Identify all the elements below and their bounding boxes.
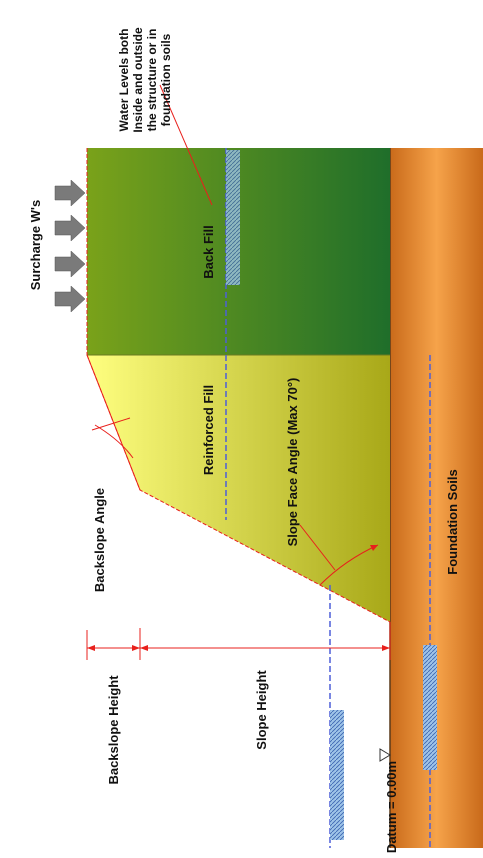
slope-face-angle-leader <box>299 524 336 571</box>
water-hatch-foundation <box>423 645 437 770</box>
water-hatch-outside <box>330 710 344 840</box>
datum-label: Datum = 0.00m <box>384 761 399 853</box>
datum-triangle-icon <box>379 748 391 762</box>
water-levels-line-3: the structure or in <box>145 29 159 132</box>
slope-height-label: Slope Height <box>254 670 269 750</box>
water-levels-line-4: foundation soils <box>159 33 173 126</box>
surcharge-arrows <box>54 179 86 313</box>
dimension-arrowheads <box>87 645 390 651</box>
surcharge-label: Surcharge W's <box>28 200 43 291</box>
reinforced-fill-label: Reinforced Fill <box>201 385 216 475</box>
backslope-angle-ref-line <box>86 354 141 491</box>
surcharge-arrow-3 <box>54 250 86 278</box>
water-levels-leader <box>159 84 213 206</box>
water-levels-line-2: Inside and outside <box>131 27 145 133</box>
backslope-height-label: Backslope Height <box>106 675 121 785</box>
water-hatch-backfill <box>226 150 240 285</box>
backslope-angle-label: Backslope Angle <box>92 488 107 592</box>
slope-face-angle-label: Slope Face Angle (Max 70°) <box>285 378 300 547</box>
back-fill-label: Back Fill <box>201 225 216 278</box>
foundation-soils-label: Foundation Soils <box>445 469 460 574</box>
backslope-angle-tick <box>91 417 131 431</box>
dimension-lines <box>86 622 391 660</box>
water-levels-line-1: Water Levels both <box>117 29 131 132</box>
surcharge-arrow-2 <box>54 214 86 242</box>
reinforced-fill-region <box>87 355 390 622</box>
surcharge-arrow-4 <box>54 285 86 313</box>
surcharge-arrow-1 <box>54 179 86 207</box>
